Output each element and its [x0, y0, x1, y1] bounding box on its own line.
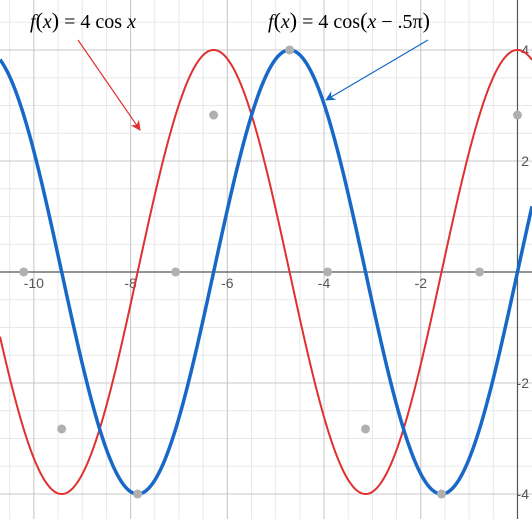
svg-text:-2: -2 — [517, 375, 530, 391]
curve-label-red: f(x) = 4 cos x — [30, 8, 136, 34]
svg-text:-4: -4 — [318, 275, 331, 291]
intersection-point — [513, 111, 522, 120]
chart-container: -10-8-6-4-2-4-224 f(x) = 4 cos x f(x) = … — [0, 0, 532, 519]
intersection-point — [323, 267, 332, 276]
intersection-point — [171, 267, 180, 276]
intersection-point — [57, 424, 66, 433]
svg-text:-4: -4 — [517, 486, 530, 502]
svg-text:2: 2 — [521, 153, 529, 169]
intersection-point — [285, 45, 294, 54]
intersection-point — [209, 111, 218, 120]
intersection-point — [19, 267, 28, 276]
intersection-point — [475, 267, 484, 276]
svg-text:-6: -6 — [221, 275, 234, 291]
intersection-point — [361, 424, 370, 433]
svg-text:-2: -2 — [415, 275, 428, 291]
curve-label-blue: f(x) = 4 cos(x − .5π) — [268, 8, 430, 34]
chart-svg: -10-8-6-4-2-4-224 — [0, 0, 532, 519]
intersection-point — [437, 490, 446, 499]
intersection-point — [133, 490, 142, 499]
arrow — [326, 40, 428, 100]
svg-text:-10: -10 — [24, 275, 44, 291]
